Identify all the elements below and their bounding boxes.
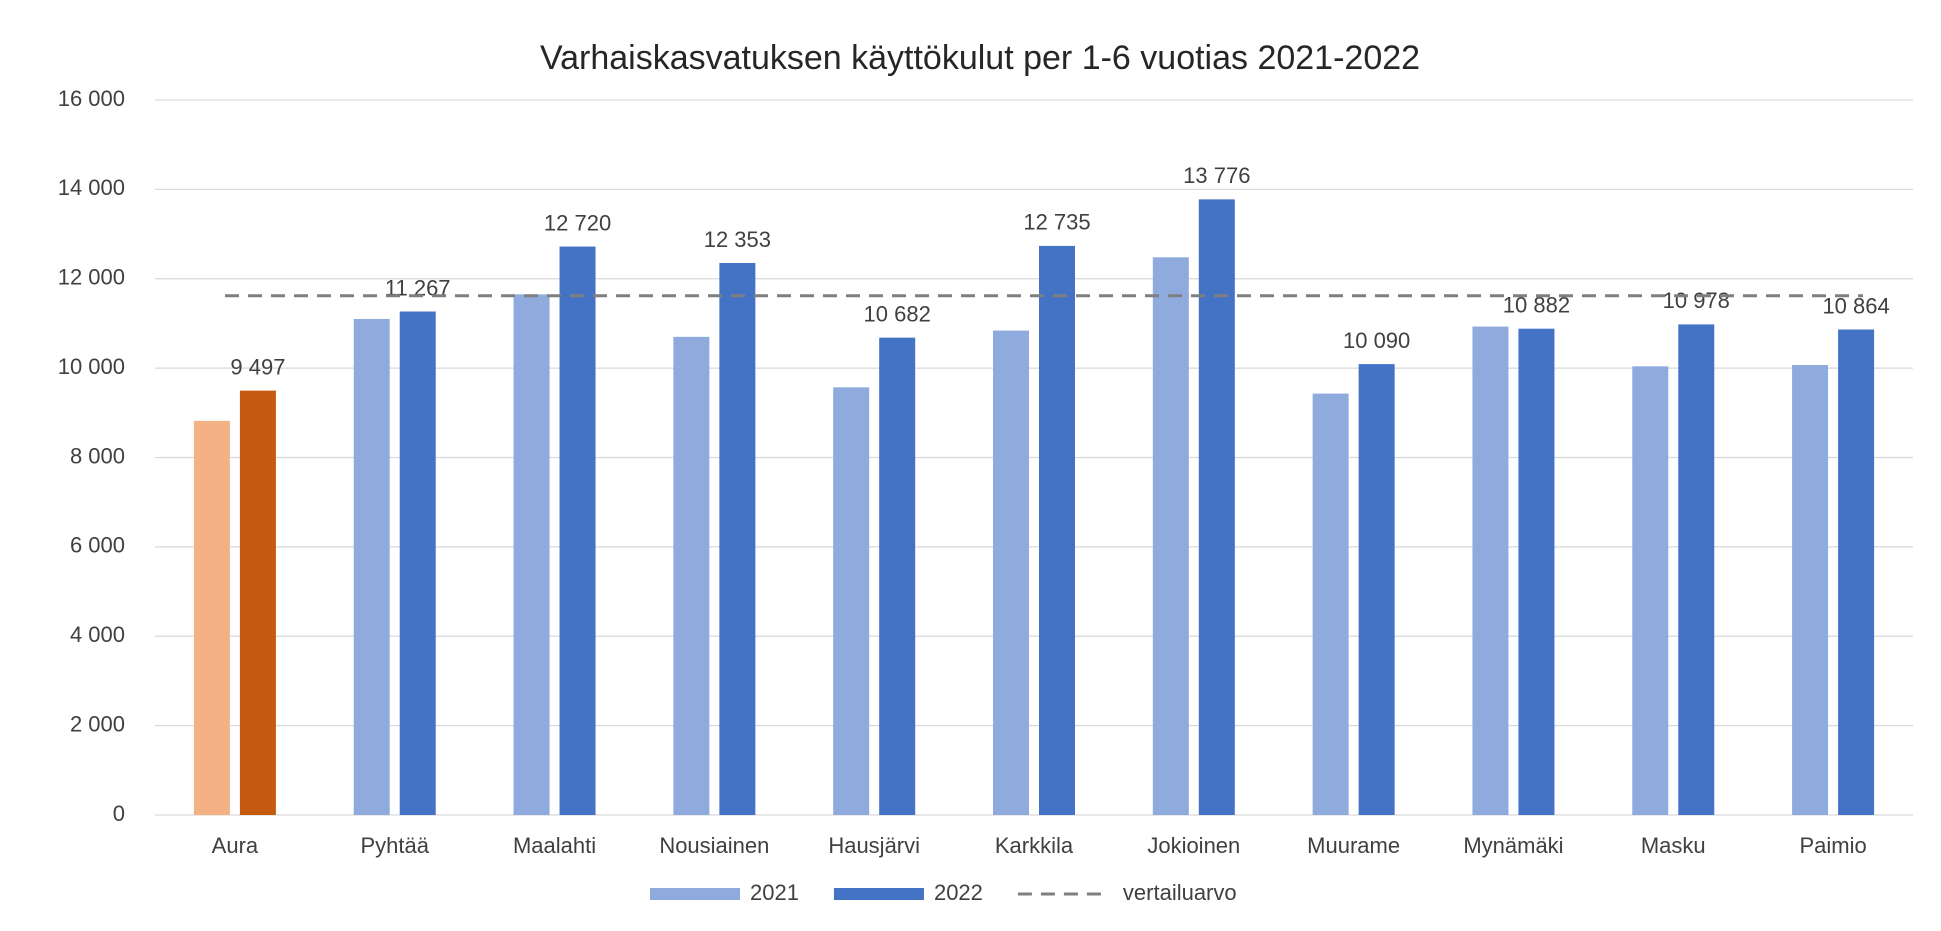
x-tick-label: Masku xyxy=(1641,833,1706,858)
data-label: 12 735 xyxy=(1023,210,1090,235)
x-tick-label: Aura xyxy=(212,833,259,858)
bar xyxy=(1472,326,1509,815)
y-tick-label: 2 000 xyxy=(70,711,125,736)
bar xyxy=(513,294,550,815)
bar xyxy=(833,387,870,815)
legend-label: 2021 xyxy=(750,880,799,905)
y-tick-label: 8 000 xyxy=(70,443,125,468)
x-tick-label: Pyhtää xyxy=(360,833,429,858)
data-label: 10 978 xyxy=(1663,288,1730,313)
x-tick-label: Paimio xyxy=(1799,833,1866,858)
legend-label: vertailuarvo xyxy=(1123,880,1237,905)
data-label: 12 720 xyxy=(544,210,611,235)
x-tick-label: Maalahti xyxy=(513,833,596,858)
data-label: 10 682 xyxy=(864,301,931,326)
bar xyxy=(1358,364,1395,815)
y-tick-label: 0 xyxy=(113,801,125,826)
bar xyxy=(879,337,916,815)
bar xyxy=(193,420,230,815)
data-label: 9 497 xyxy=(230,354,285,379)
chart-title: Varhaiskasvatuksen käyttökulut per 1-6 v… xyxy=(540,39,1420,77)
x-tick-label: Karkkila xyxy=(995,833,1074,858)
x-tick-label: Nousiainen xyxy=(659,833,769,858)
bar xyxy=(353,318,390,815)
y-tick-label: 16 000 xyxy=(58,86,125,111)
legend-label: 2022 xyxy=(934,880,983,905)
bar xyxy=(673,336,710,815)
bar xyxy=(399,311,436,815)
x-tick-label: Muurame xyxy=(1307,833,1400,858)
bar xyxy=(559,246,596,815)
y-tick-label: 10 000 xyxy=(58,354,125,379)
bar xyxy=(1152,257,1189,815)
data-label: 10 090 xyxy=(1343,328,1410,353)
y-tick-label: 12 000 xyxy=(58,265,125,290)
bar xyxy=(1678,324,1715,815)
bar xyxy=(1632,366,1669,815)
bar xyxy=(1312,393,1349,815)
bar xyxy=(1518,328,1555,815)
x-tick-label: Jokioinen xyxy=(1147,833,1240,858)
legend-swatch xyxy=(833,888,924,900)
bar xyxy=(1838,329,1875,815)
bar xyxy=(239,390,276,815)
bar xyxy=(993,330,1029,815)
x-tick-label: Mynämäki xyxy=(1463,833,1563,858)
y-tick-label: 14 000 xyxy=(58,175,125,200)
y-tick-label: 4 000 xyxy=(70,622,125,647)
data-label: 13 776 xyxy=(1183,163,1250,188)
bar xyxy=(1198,199,1235,815)
data-label: 12 353 xyxy=(704,227,771,252)
bar xyxy=(1039,245,1075,816)
data-label: 10 864 xyxy=(1822,293,1889,318)
x-tick-label: Hausjärvi xyxy=(828,833,920,858)
legend-swatch xyxy=(650,888,740,900)
y-tick-label: 6 000 xyxy=(70,533,125,558)
bar xyxy=(719,262,756,815)
bar xyxy=(1792,364,1829,815)
